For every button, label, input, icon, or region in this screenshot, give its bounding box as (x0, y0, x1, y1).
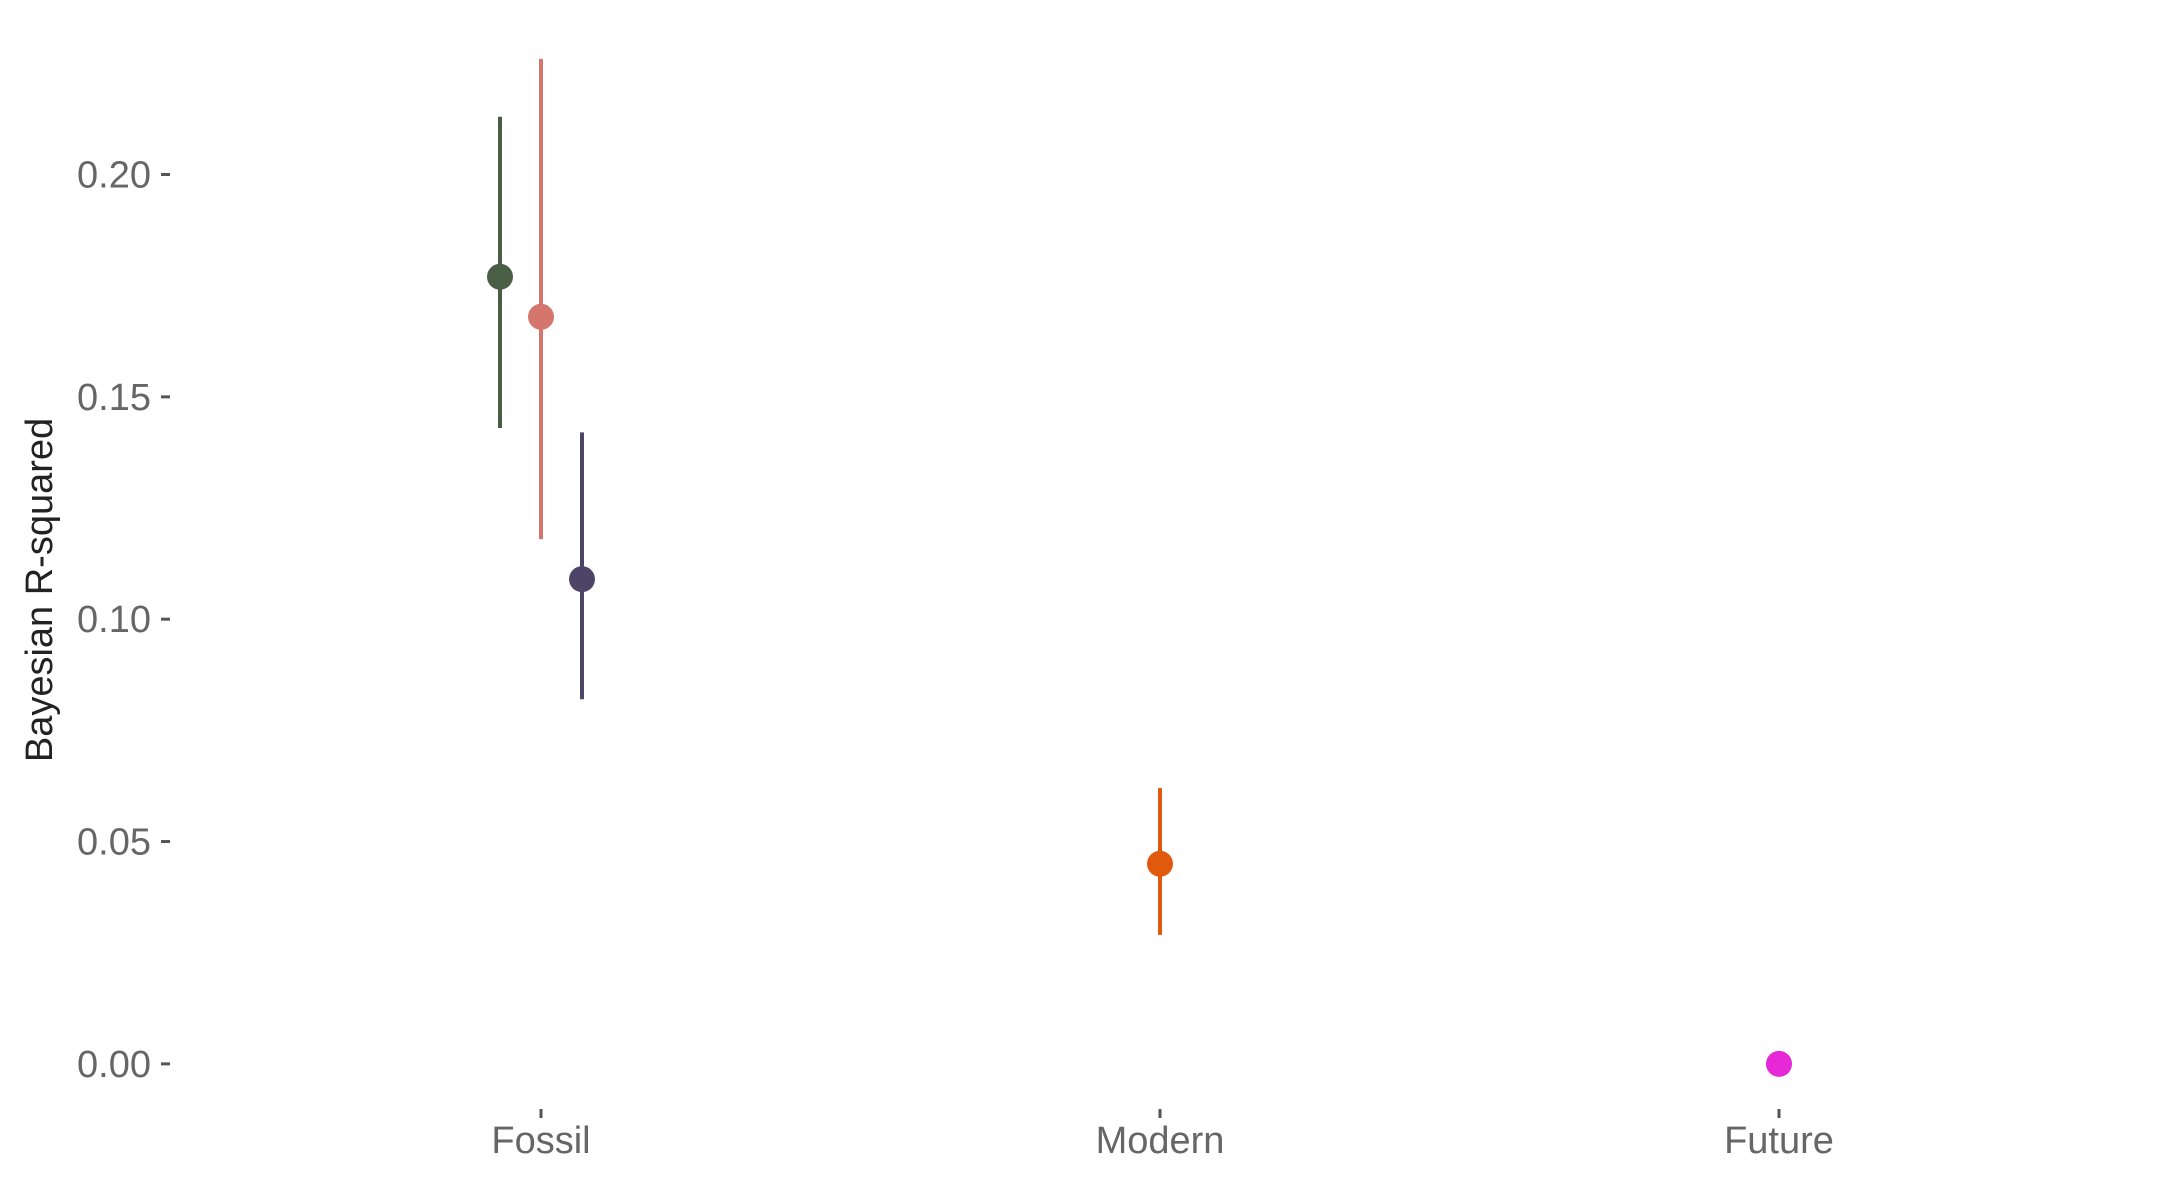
point-estimate (1147, 850, 1173, 877)
point-estimate (569, 566, 595, 593)
y-axis-title: Bayesian R-squared (19, 418, 61, 762)
point-estimate (487, 263, 513, 290)
y-axis: 0.00 0.05 0.10 0.15 0.20 (77, 155, 170, 1086)
point-estimate (528, 303, 554, 330)
plot-marks (487, 58, 1792, 1077)
x-tick-label: Fossil (491, 1120, 590, 1162)
x-axis: Fossil Modern Future (491, 1109, 1834, 1162)
x-tick-label: Modern (1096, 1120, 1225, 1162)
point-estimate (1766, 1050, 1792, 1077)
y-tick-label: 0.10 (77, 599, 151, 641)
y-tick-label: 0.15 (77, 377, 151, 419)
x-tick-label: Future (1724, 1120, 1834, 1162)
y-tick-label: 0.00 (77, 1044, 151, 1086)
y-tick-label: 0.05 (77, 822, 151, 864)
y-tick-label: 0.20 (77, 155, 151, 197)
